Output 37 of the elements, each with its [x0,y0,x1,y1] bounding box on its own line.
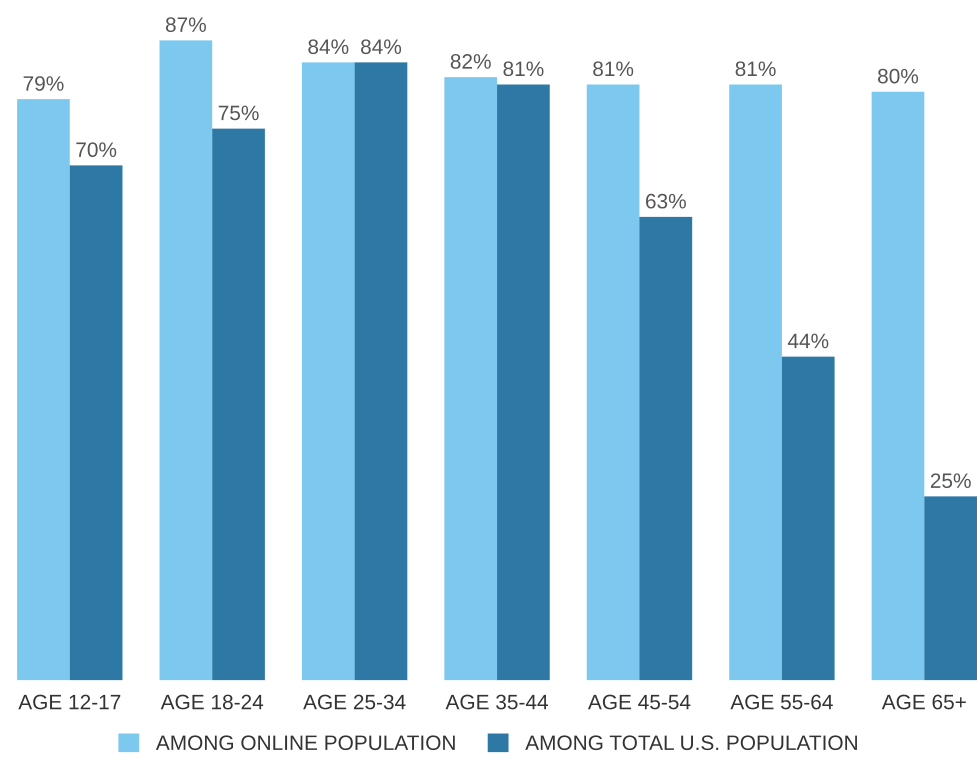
bar [782,356,835,680]
data-label: 81% [503,61,544,76]
bar [924,496,977,680]
legend-label: AMONG ONLINE POPULATION [156,735,455,750]
x-tick-label: AGE 18-24 [160,694,264,710]
data-label: 87% [166,17,206,32]
data-label: 81% [593,61,634,76]
data-label: 82% [450,54,491,69]
bar [302,62,355,680]
data-label: 81% [736,61,776,76]
data-label: 70% [76,142,116,158]
data-label: 80% [878,68,918,84]
legend-label: AMONG TOTAL U.S. POPULATION [525,735,857,750]
bar [586,84,640,680]
x-tick-label: AGE 12-17 [18,694,120,710]
bar [444,77,498,680]
data-label: 84% [308,39,348,54]
x-tick-label: AGE 65+ [882,694,966,710]
data-label: 25% [930,473,971,488]
x-tick-label: AGE 25-34 [303,694,406,710]
bar [17,99,70,680]
bar [729,84,782,680]
data-label: 75% [218,106,259,120]
bar [497,84,550,680]
bar [160,40,212,680]
x-tick-label: AGE 55-64 [730,694,833,710]
x-tick-label: AGE 45-54 [588,694,690,710]
bar [212,128,265,680]
x-tick-label: AGE 35-44 [446,694,548,710]
bar [872,92,924,680]
data-label: 63% [646,194,686,209]
data-label: 44% [788,334,828,348]
data-label: 84% [361,39,402,54]
data-label: 79% [24,76,64,91]
bar [354,62,408,680]
bar [639,216,692,680]
bar [70,165,122,680]
